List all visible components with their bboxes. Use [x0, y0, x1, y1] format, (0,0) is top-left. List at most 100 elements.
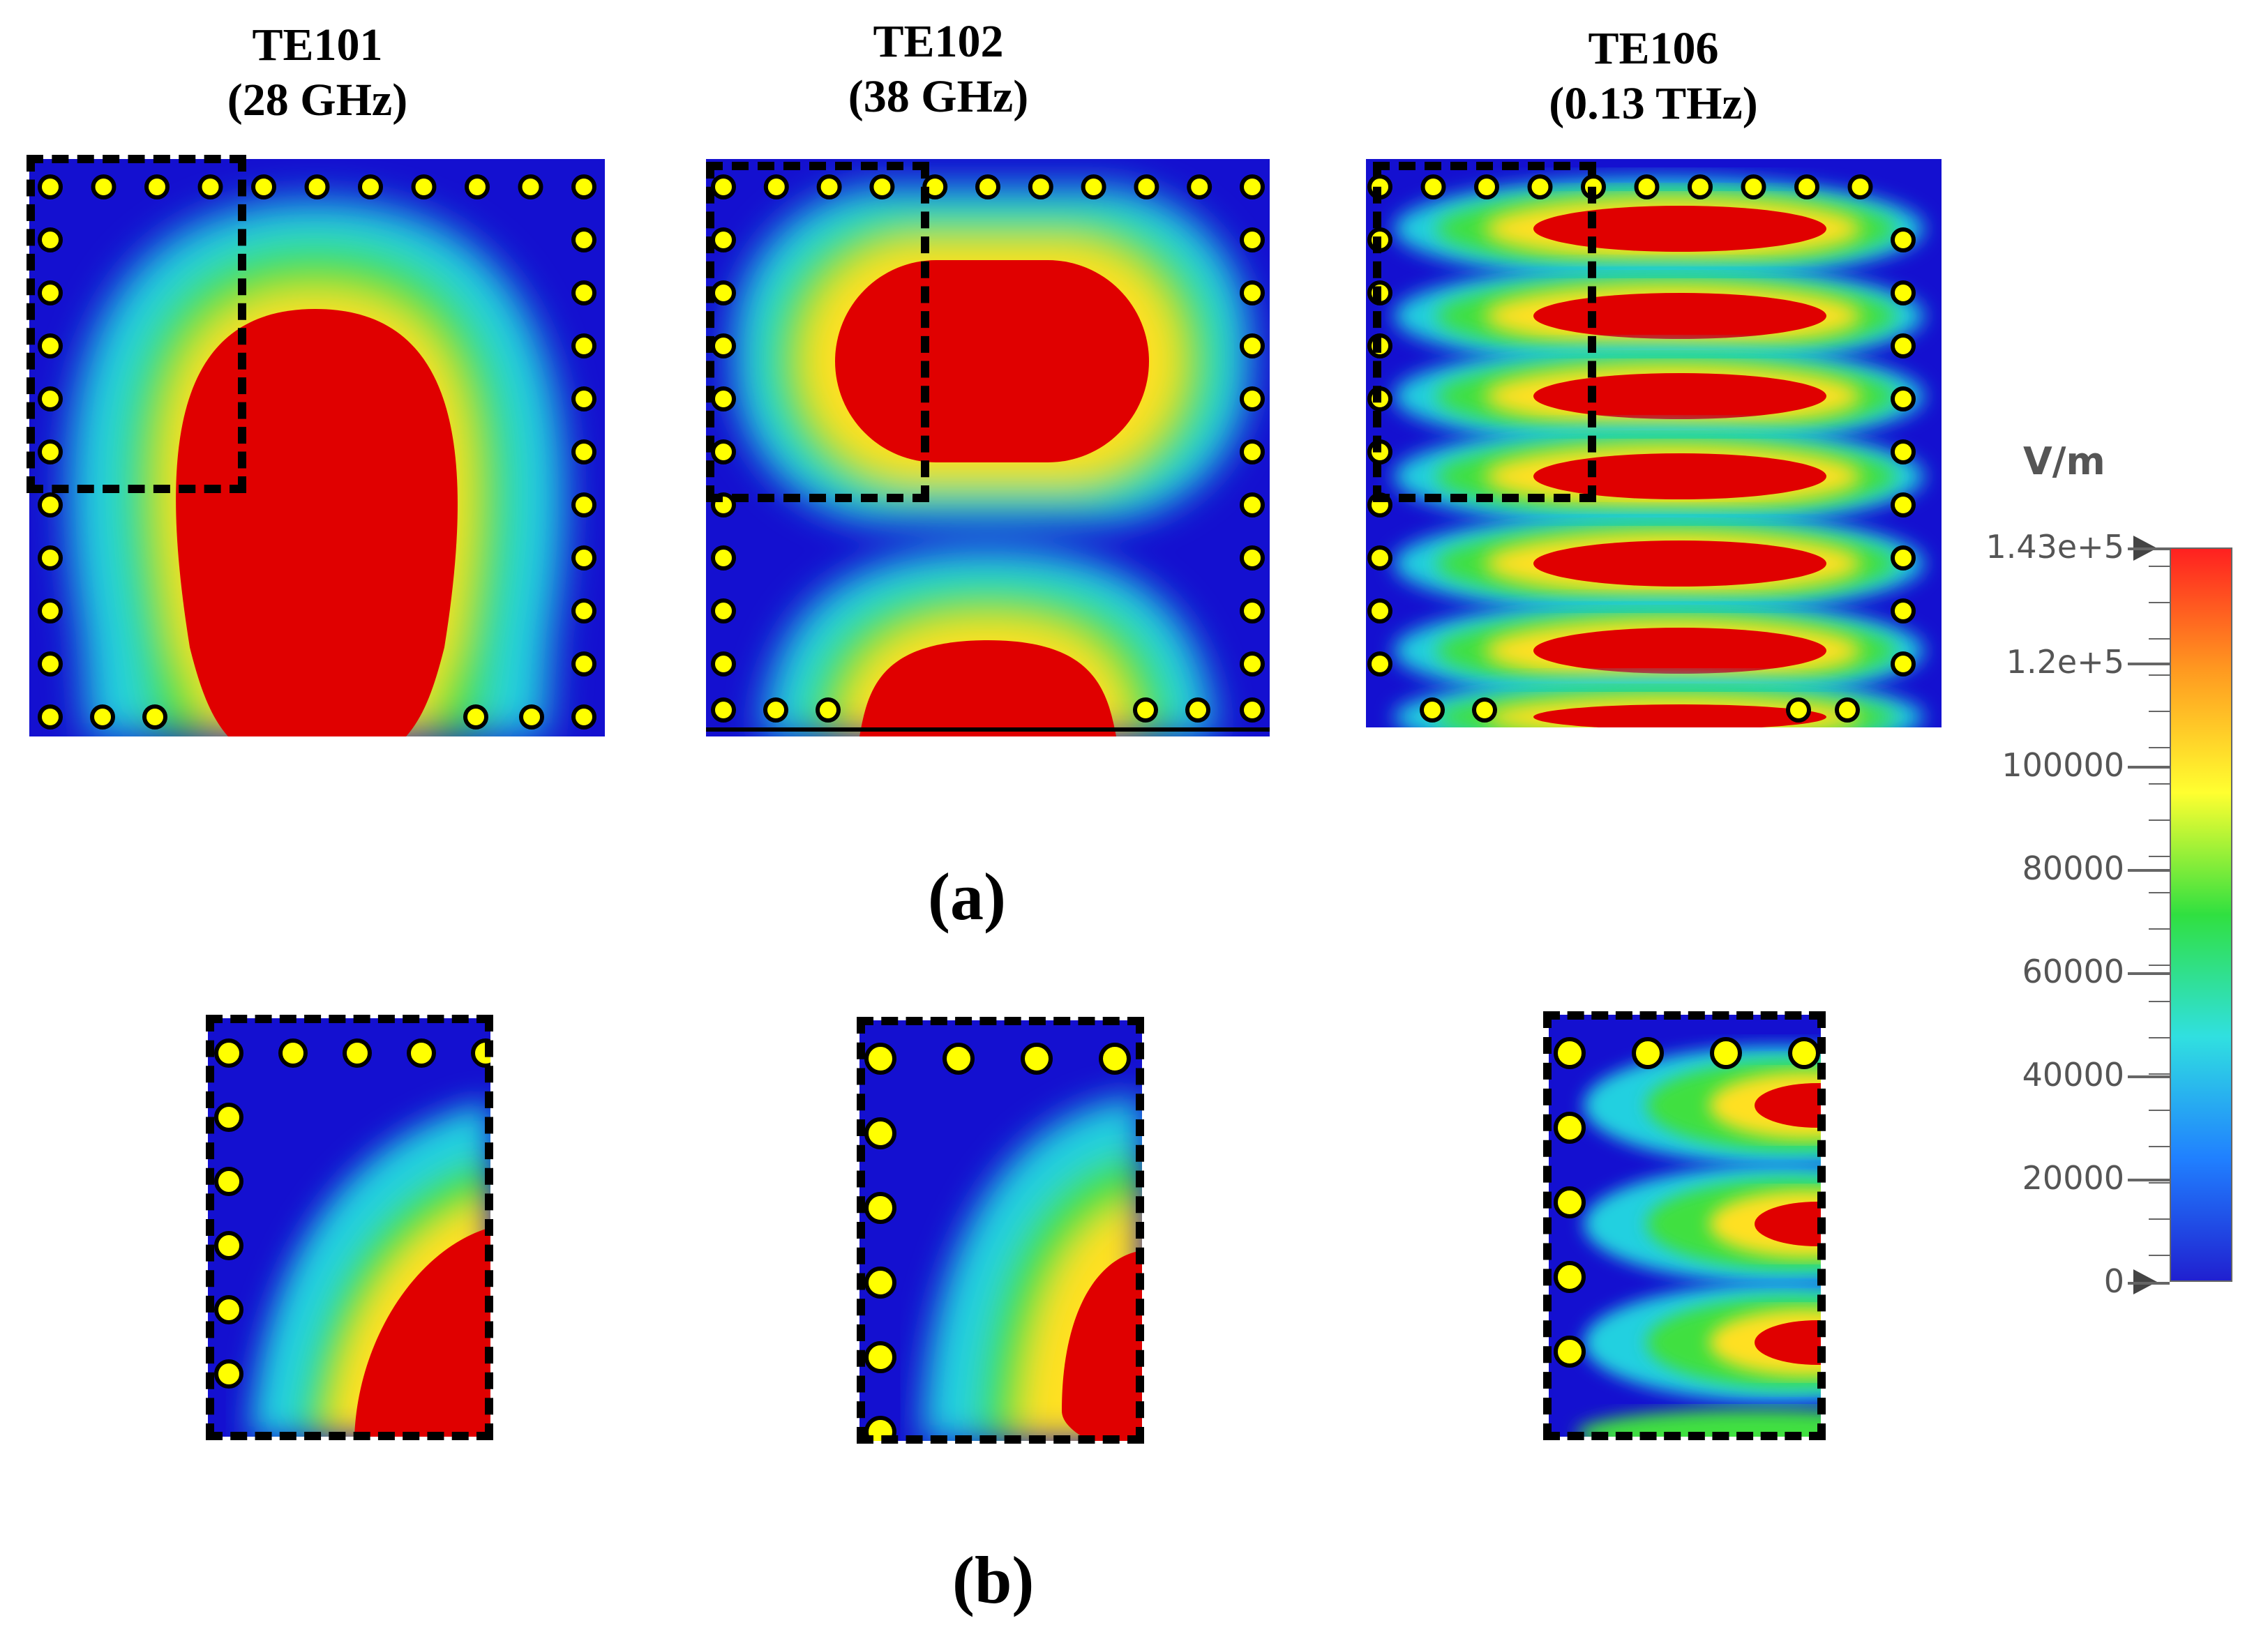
via-hole: [1240, 439, 1265, 464]
via-hole: [38, 280, 63, 305]
via-hole: [1367, 545, 1392, 570]
via-hole: [463, 704, 488, 730]
via-hole: [1891, 651, 1916, 677]
via-hole: [1187, 174, 1212, 199]
via-hole: [1367, 333, 1392, 358]
via-hole: [38, 386, 63, 411]
colorbar-minor-tick: [2149, 1001, 2170, 1002]
colorbar-tick-mark: [2128, 1282, 2170, 1285]
via-hole: [1367, 439, 1392, 464]
via-hole: [1240, 227, 1265, 252]
field-lobe: [1533, 293, 1826, 339]
via-hole: [1472, 697, 1497, 723]
zoom-te102: [859, 1020, 1142, 1441]
via-hole: [864, 1117, 896, 1149]
colorbar-minor-tick: [2149, 1182, 2170, 1184]
via-hole: [1891, 598, 1916, 623]
via-hole: [1794, 174, 1819, 199]
via-hole: [471, 1038, 490, 1068]
label-b: (b): [952, 1543, 1035, 1617]
colorbar-minor-tick: [2149, 1037, 2170, 1038]
via-hole: [1367, 280, 1392, 305]
colorbar-minor-tick: [2149, 638, 2170, 640]
colorbar-minor-tick: [2149, 1255, 2170, 1256]
via-hole: [711, 174, 736, 199]
colorbar-tick-label: 1.2e+5: [2006, 643, 2124, 681]
via-hole: [197, 174, 223, 199]
colorbar-tick-label: 80000: [2022, 849, 2124, 887]
via-hole: [214, 1103, 243, 1132]
field-svg-te101: [29, 159, 605, 736]
via-hole: [571, 545, 596, 570]
via-hole: [816, 174, 842, 199]
field-lobe: [1533, 453, 1826, 499]
via-hole: [571, 598, 596, 623]
via-hole: [864, 1043, 896, 1075]
via-hole: [763, 697, 788, 723]
zoom-svg-te102: [859, 1020, 1142, 1441]
via-hole: [571, 704, 596, 730]
via-hole: [144, 174, 170, 199]
via-hole: [975, 174, 1000, 199]
mode-name-te106: TE106: [1588, 23, 1719, 74]
colorbar-unit: V/m: [2023, 439, 2105, 483]
colorbar-minor-tick: [2149, 856, 2170, 857]
mode-freq-te101: (28 GHz): [227, 75, 408, 126]
colorbar-minor-tick: [2149, 747, 2170, 748]
via-hole: [465, 174, 490, 199]
mode-freq-te102: (38 GHz): [848, 71, 1029, 123]
colorbar-tick-label: 100000: [2002, 746, 2124, 784]
via-hole: [1367, 386, 1392, 411]
via-hole: [571, 280, 596, 305]
via-hole: [1367, 492, 1392, 517]
via-hole: [1240, 598, 1265, 623]
via-hole: [343, 1038, 372, 1068]
via-hole: [38, 333, 63, 358]
title-te102: TE102 (38 GHz): [757, 14, 1120, 124]
colorbar-tick-label: 1.43e+5: [1985, 528, 2124, 566]
via-hole: [711, 333, 736, 358]
via-hole: [214, 1038, 243, 1068]
mode-name-te102: TE102: [873, 16, 1004, 67]
colorbar-tick-mark: [2128, 663, 2170, 665]
colorbar-tick-mark: [2128, 972, 2170, 975]
colorbar-tick-mark: [2128, 1075, 2170, 1078]
field-map-te106: [1366, 159, 1942, 727]
field-map-te101: [29, 159, 605, 736]
via-hole: [711, 598, 736, 623]
via-hole: [1420, 697, 1445, 723]
via-hole: [1240, 280, 1265, 305]
colorbar-minor-tick: [2149, 674, 2170, 676]
via-hole: [711, 545, 736, 570]
via-hole: [1891, 492, 1916, 517]
colorbar-tick-mark: [2128, 1179, 2170, 1181]
via-hole: [1367, 174, 1392, 199]
via-hole: [38, 545, 63, 570]
mode-name-te101: TE101: [252, 20, 383, 70]
field-map-te102: [706, 159, 1270, 736]
via-hole: [711, 280, 736, 305]
label-a: (a): [928, 859, 1006, 934]
via-hole: [38, 174, 63, 199]
via-hole: [1634, 174, 1660, 199]
field-lobe: [1755, 1083, 1821, 1128]
mode-freq-te106: (0.13 THz): [1549, 78, 1758, 130]
colorbar-minor-tick: [2149, 783, 2170, 785]
via-hole: [1847, 174, 1873, 199]
field-lobe: [1533, 206, 1826, 252]
via-hole: [864, 1192, 896, 1224]
colorbar-tick-label: 60000: [2022, 953, 2124, 990]
via-hole: [1240, 174, 1265, 199]
via-hole: [711, 697, 736, 723]
field-lobe: [1533, 541, 1826, 587]
via-hole: [869, 174, 895, 199]
colorbar-tick-mark: [2128, 869, 2170, 872]
via-hole: [571, 492, 596, 517]
via-hole: [358, 174, 383, 199]
title-te101: TE101 (28 GHz): [136, 17, 499, 128]
field-lobe: [1755, 1202, 1821, 1246]
via-hole: [38, 439, 63, 464]
via-hole: [711, 227, 736, 252]
colorbar-minor-tick: [2149, 892, 2170, 893]
colorbar-minor-tick: [2149, 1146, 2170, 1147]
